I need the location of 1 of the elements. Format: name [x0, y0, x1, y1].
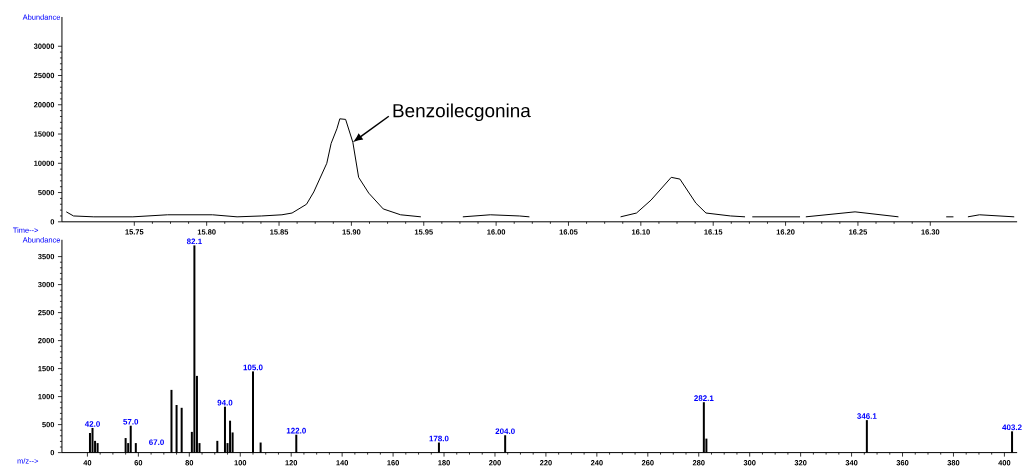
- annotation: Benzoilecgonina: [393, 103, 531, 122]
